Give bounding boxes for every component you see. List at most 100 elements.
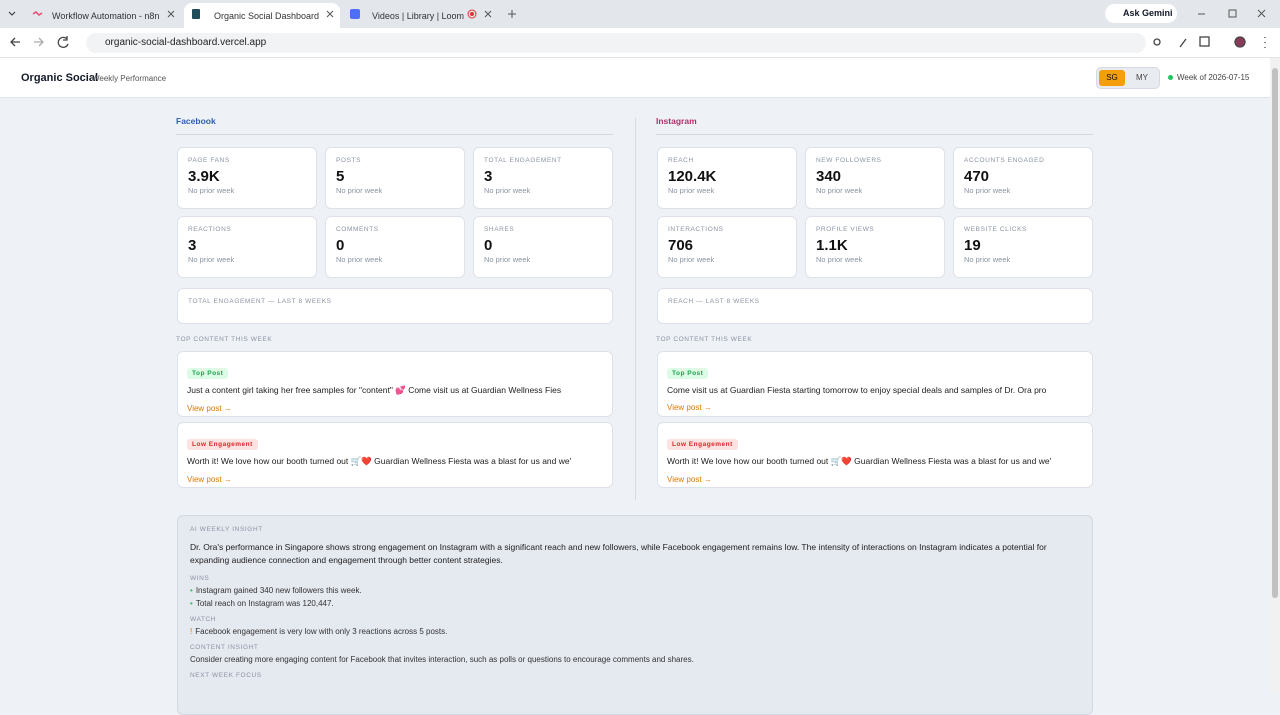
metric-note: No prior week — [336, 255, 383, 264]
app-header: Organic Social Weekly Performance SG MY … — [0, 58, 1270, 98]
section-rule — [176, 134, 613, 135]
metric-value: 5 — [336, 168, 345, 185]
nav-icons — [10, 36, 1266, 48]
post-badge: Low Engagement — [667, 439, 738, 450]
metric-card: Profile Views 1.1K No prior week — [805, 216, 945, 278]
app-subtitle: Weekly Performance — [92, 74, 167, 83]
insight-section-label: Watch — [190, 616, 217, 623]
tab[interactable]: Workflow Automation - n8n — [52, 10, 160, 21]
metric-label: Website Clicks — [964, 226, 1027, 233]
metric-value: 1.1K — [816, 237, 848, 254]
metric-value: 340 — [816, 168, 842, 185]
metric-value: 3.9K — [188, 168, 220, 185]
section-label: Top Content This Week — [656, 336, 753, 343]
item-marker: • — [190, 586, 193, 595]
scrollbar — [1270, 58, 1280, 693]
insight-summary: Dr. Ora's performance in Singapore shows… — [190, 542, 1047, 565]
insight-section-label: Wins — [190, 575, 210, 582]
tab[interactable]: Videos | Library | Loom — [372, 10, 465, 21]
metric-value: 19 — [964, 237, 981, 254]
metric-label: Comments — [336, 226, 379, 233]
metric-card: Reach 120.4K No prior week — [657, 147, 797, 209]
metric-label: Total Engagement — [484, 157, 562, 164]
url-field[interactable]: organic-social-dashboard.vercel.app — [86, 33, 1146, 53]
metric-note: No prior week — [668, 255, 715, 264]
region-button[interactable]: SG — [1099, 70, 1125, 86]
insight-section-label: Content Insight — [190, 644, 259, 651]
post-badge: Top Post — [187, 368, 229, 379]
scrollbar-thumb[interactable] — [1272, 68, 1278, 598]
metric-note: No prior week — [816, 186, 863, 195]
metric-note: No prior week — [964, 186, 1011, 195]
item-text: Total reach on Instagram was 120,447. — [195, 599, 334, 608]
metric-label: Shares — [484, 226, 515, 233]
metric-card: Posts 5 No prior week — [325, 147, 465, 209]
tab-bar: Workflow Automation - n8n Organic Social… — [0, 0, 1280, 28]
metric-card: Page Fans 3.9K No prior week — [177, 147, 317, 209]
metric-note: No prior week — [336, 186, 383, 195]
column-divider — [635, 118, 636, 500]
metric-value: 120.4K — [668, 168, 717, 185]
metric-note: No prior week — [484, 186, 531, 195]
view-post-link[interactable]: View post → — [187, 475, 232, 484]
metric-label: Reactions — [188, 226, 232, 233]
metric-card: Accounts Engaged 470 No prior week — [953, 147, 1093, 209]
insight-item: • Total reach on Instagram was 120,447. — [190, 599, 1080, 608]
metric-card: New Followers 340 No prior week — [805, 147, 945, 209]
metric-value: 3 — [188, 237, 197, 254]
post-badge: Low Engagement — [187, 439, 258, 450]
metric-card: Reactions 3 No prior week — [177, 216, 317, 278]
chart-card: Total Engagement — Last 8 Weeks — [177, 288, 613, 324]
metric-card: Shares 0 No prior week — [473, 216, 613, 278]
week-label: Week of 2026-07-15 — [1177, 73, 1250, 82]
post-text: Just a content girl taking her free samp… — [187, 385, 562, 395]
tab[interactable]: Organic Social Dashboard — [184, 3, 340, 28]
section-label: Top Content This Week — [176, 336, 273, 343]
metric-note: No prior week — [188, 255, 235, 264]
post-text: Worth it! We love how our booth turned o… — [667, 456, 1052, 466]
platform-title: Instagram — [656, 116, 697, 126]
metric-note: No prior week — [816, 255, 863, 264]
view-post-link[interactable]: View post → — [667, 403, 712, 412]
post-card: Top Post Come visit us at Guardian Fiesta… — [657, 351, 1093, 417]
region-button[interactable]: MY — [1136, 73, 1148, 82]
chart-card: Reach — Last 8 Weeks — [657, 288, 1093, 324]
post-text: Worth it! We love how our booth turned o… — [187, 456, 572, 466]
metric-card: Website Clicks 19 No prior week — [953, 216, 1093, 278]
metric-label: New Followers — [816, 157, 882, 164]
view-post-link[interactable]: View post → — [187, 404, 232, 413]
metric-value: 706 — [668, 237, 694, 254]
insight-item: ! Facebook engagement is very low with on… — [190, 627, 1080, 636]
chart-label: Reach — Last 8 Weeks — [668, 298, 760, 305]
item-text: Consider creating more engaging content … — [190, 655, 694, 664]
platform-title: Facebook — [176, 116, 216, 126]
metric-note: No prior week — [964, 255, 1011, 264]
metric-value: 0 — [336, 237, 345, 254]
insight-item: Consider creating more engaging content … — [190, 655, 1080, 664]
chart-label: Total Engagement — Last 8 Weeks — [188, 298, 332, 305]
metric-label: Reach — [668, 157, 694, 164]
item-text: Facebook engagement is very low with onl… — [195, 627, 448, 636]
post-card: Top Post Just a content girl taking her f… — [177, 351, 613, 417]
metric-note: No prior week — [668, 186, 715, 195]
ai-insight-panel: AI Weekly Insight Dr. Ora's performance i… — [177, 515, 1093, 715]
metric-card: Interactions 706 No prior week — [657, 216, 797, 278]
view-post-link[interactable]: View post → — [667, 475, 712, 484]
post-card: Low Engagement Worth it! We love how our … — [177, 422, 613, 488]
insight-item: • Instagram gained 340 new followers this… — [190, 586, 1080, 595]
post-badge: Top Post — [667, 368, 709, 379]
metric-label: Page Fans — [188, 157, 230, 164]
insight-label: AI Weekly Insight — [190, 526, 263, 533]
status-dot — [1168, 75, 1173, 80]
post-card: Low Engagement Worth it! We love how our … — [657, 422, 1093, 488]
metric-label: Accounts Engaged — [964, 157, 1045, 164]
metric-value: 0 — [484, 237, 493, 254]
ask-gemini-button[interactable]: Ask Gemini — [1105, 4, 1177, 23]
tab-icons — [8, 9, 1266, 19]
item-text: Instagram gained 340 new followers this … — [195, 586, 362, 595]
metric-note: No prior week — [484, 255, 531, 264]
app-title: Organic Social — [21, 72, 99, 84]
post-text: Come visit us at Guardian Fiesta startin… — [667, 385, 1047, 395]
metric-label: Posts — [336, 157, 362, 164]
